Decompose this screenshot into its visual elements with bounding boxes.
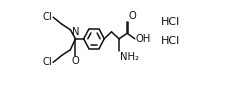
Text: NH₂: NH₂: [120, 52, 139, 62]
Text: HCl: HCl: [161, 36, 180, 46]
Text: Cl: Cl: [43, 57, 52, 67]
Text: Cl: Cl: [43, 12, 52, 22]
Text: O: O: [72, 56, 79, 66]
Text: HCl: HCl: [161, 17, 180, 27]
Text: N: N: [72, 27, 79, 37]
Text: O: O: [128, 11, 136, 21]
Text: OH: OH: [135, 34, 151, 44]
